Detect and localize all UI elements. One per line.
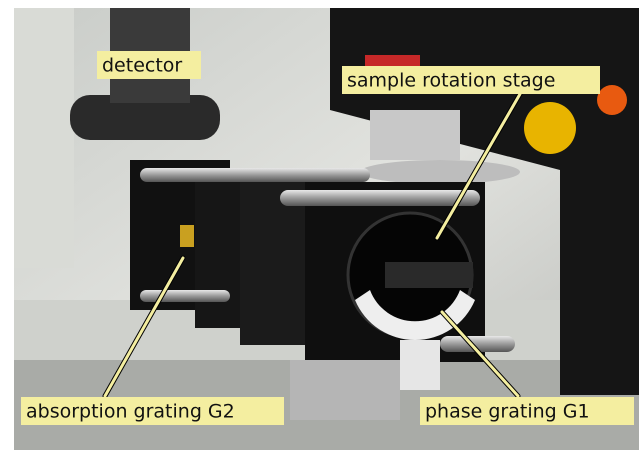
label: sample rotation stage: [347, 70, 555, 92]
label-box: [342, 66, 600, 94]
label-box: [21, 397, 284, 425]
labels: detector sample rotation stage absorptio…: [21, 51, 634, 425]
label-box: [97, 51, 201, 79]
label: phase grating G1: [425, 401, 590, 423]
arrows: [102, 91, 523, 399]
label-box: [420, 397, 634, 425]
label: absorption grating G2: [26, 401, 235, 423]
label: detector: [102, 55, 182, 77]
